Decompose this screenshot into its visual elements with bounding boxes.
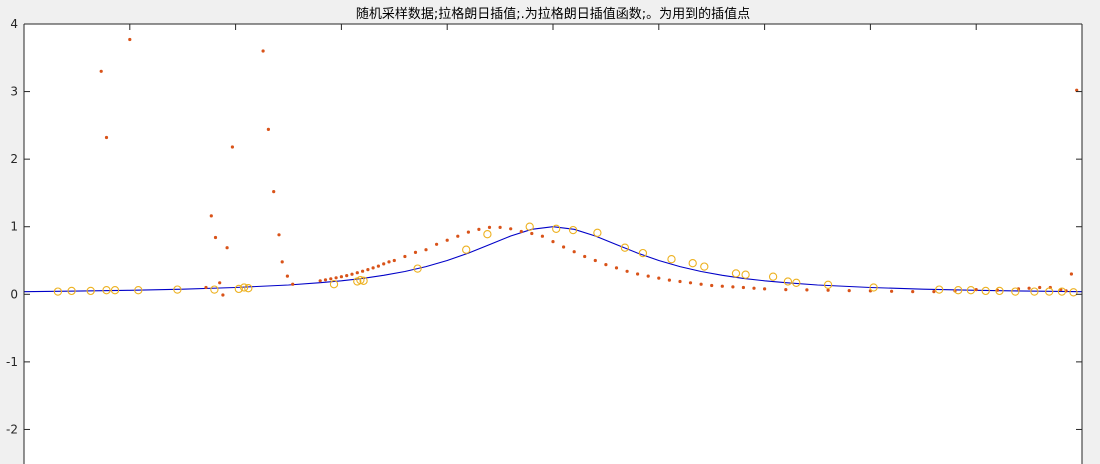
- interpolant-dot: [377, 265, 380, 268]
- y-tick-label: 1: [10, 220, 18, 234]
- plot-area: [24, 24, 1082, 464]
- interpolant-dot: [541, 235, 544, 238]
- interpolant-dot: [393, 259, 396, 262]
- interpolant-dot: [403, 255, 406, 258]
- interpolant-dot: [387, 260, 390, 263]
- interpolant-dot: [214, 236, 217, 239]
- interpolant-dot: [562, 245, 565, 248]
- interpolant-dot: [731, 285, 734, 288]
- interpolant-dot: [324, 278, 327, 281]
- interpolant-dot: [678, 280, 681, 283]
- interpolant-dot: [467, 231, 470, 234]
- interpolant-dot: [742, 286, 745, 289]
- interpolant-dot: [446, 239, 449, 242]
- interpolant-dot: [573, 250, 576, 253]
- interpolant-dot: [594, 259, 597, 262]
- interpolant-dot: [1038, 286, 1041, 289]
- interpolant-dot: [827, 289, 830, 292]
- y-tick-label: -2: [6, 422, 18, 436]
- interpolant-dot: [345, 274, 348, 277]
- interpolant-dot: [105, 136, 108, 139]
- interpolant-dot: [700, 283, 703, 286]
- interpolant-dot: [356, 271, 359, 274]
- interpolant-dot: [752, 287, 755, 290]
- interpolant-dot: [366, 268, 369, 271]
- interpolant-dot: [499, 226, 502, 229]
- interpolant-dot: [319, 279, 322, 282]
- interpolant-dot: [262, 49, 265, 52]
- interpolant-dot: [626, 270, 629, 273]
- interpolant-dot: [100, 70, 103, 73]
- interpolant-dot: [340, 275, 343, 278]
- interpolant-dot: [329, 277, 332, 280]
- interpolant-dot: [291, 283, 294, 286]
- interpolant-dot: [204, 286, 207, 289]
- interpolant-dot: [689, 281, 692, 284]
- interpolant-dot: [218, 281, 221, 284]
- interpolant-dot: [424, 248, 427, 251]
- interpolant-dot: [615, 266, 618, 269]
- interpolant-dot: [281, 260, 284, 263]
- y-tick-label: -1: [6, 355, 18, 369]
- interpolant-dot: [604, 263, 607, 266]
- y-tick-label: 0: [10, 287, 18, 301]
- interpolant-dot: [286, 275, 289, 278]
- interpolant-dot: [932, 290, 935, 293]
- interpolant-dot: [668, 279, 671, 282]
- y-tick-label: 4: [10, 17, 18, 31]
- interpolant-dot: [763, 287, 766, 290]
- interpolant-dot: [975, 288, 978, 291]
- interpolant-dot: [911, 290, 914, 293]
- interpolant-dot: [636, 272, 639, 275]
- interpolant-dot: [361, 270, 364, 273]
- interpolant-dot: [231, 145, 234, 148]
- interpolant-dot: [488, 226, 491, 229]
- y-tick-label: 3: [10, 85, 18, 99]
- interpolant-dot: [382, 262, 385, 265]
- interpolant-dot: [710, 284, 713, 287]
- interpolant-dot: [520, 230, 523, 233]
- interpolant-dot: [848, 289, 851, 292]
- interpolant-dot: [583, 255, 586, 258]
- interpolant-dot: [530, 232, 533, 235]
- interpolant-dot: [414, 251, 417, 254]
- interpolant-dot: [890, 290, 893, 293]
- interpolant-dot: [221, 293, 224, 296]
- interpolant-dot: [657, 277, 660, 280]
- interpolant-dot: [1070, 272, 1073, 275]
- interpolant-dot: [226, 246, 229, 249]
- interpolant-dot: [784, 288, 787, 291]
- interpolant-dot: [721, 285, 724, 288]
- interpolant-dot: [509, 227, 512, 230]
- interpolant-dot: [267, 128, 270, 131]
- interpolant-dot: [277, 233, 280, 236]
- interpolant-dot: [272, 190, 275, 193]
- y-tick-label: 2: [10, 152, 18, 166]
- interpolant-dot: [372, 266, 375, 269]
- interpolant-dot: [435, 243, 438, 246]
- interpolant-dot: [805, 288, 808, 291]
- interpolant-dot: [128, 38, 131, 41]
- interpolant-dot: [210, 214, 213, 217]
- interpolant-dot: [335, 276, 338, 279]
- interpolant-dot: [551, 240, 554, 243]
- interpolant-dot: [456, 235, 459, 238]
- chart-title: 随机采样数据;拉格朗日插值;.为拉格朗日插值函数;。为用到的插值点: [356, 6, 750, 22]
- interpolant-dot: [350, 273, 353, 276]
- interpolant-dot: [477, 228, 480, 231]
- interpolant-dot: [1028, 287, 1031, 290]
- interpolant-dot: [647, 275, 650, 278]
